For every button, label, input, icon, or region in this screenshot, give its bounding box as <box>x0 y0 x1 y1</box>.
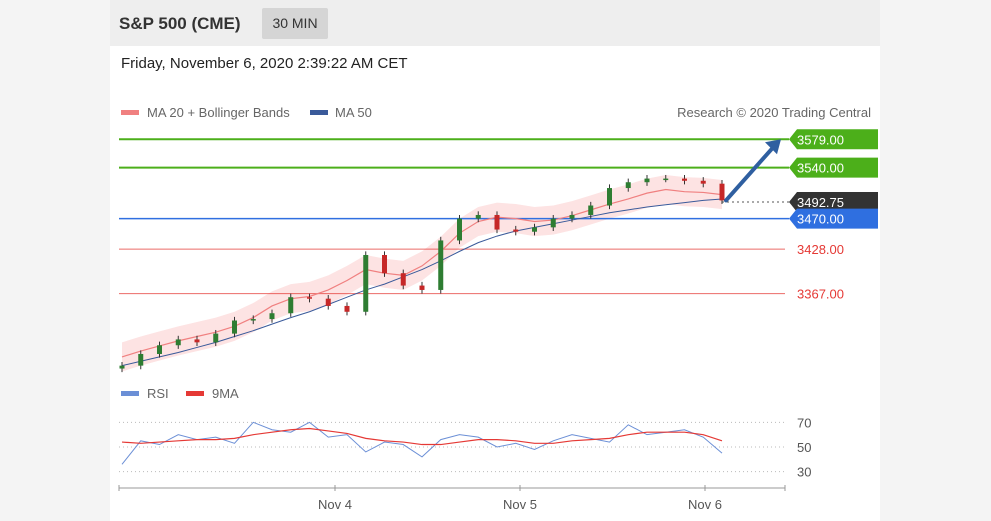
rsi-line <box>121 421 723 465</box>
candle <box>532 227 537 232</box>
rsi-legend-swatch <box>121 391 139 396</box>
x-axis-ticks: Nov 4 Nov 5 Nov 6 <box>318 485 722 512</box>
candle <box>588 205 594 215</box>
pivot-label: 3367.00 <box>797 287 844 302</box>
candle <box>194 339 200 343</box>
candle <box>363 255 369 312</box>
candle <box>250 319 256 321</box>
candle <box>232 320 237 334</box>
candle <box>569 214 575 219</box>
interval-button[interactable]: 30 MIN <box>262 8 328 39</box>
candle <box>457 218 462 241</box>
chart-panel <box>110 0 880 521</box>
candle <box>213 333 219 343</box>
rsi-tick-label: 70 <box>797 415 811 430</box>
candle <box>475 214 481 219</box>
rsi-tick-label: 30 <box>797 465 811 480</box>
candle <box>494 214 500 230</box>
x-tick-label: Nov 4 <box>318 497 352 512</box>
last-price-tag <box>789 192 878 213</box>
resistance-tag-label: 3579.00 <box>797 132 844 147</box>
ma50-legend-label: MA 50 <box>335 105 372 120</box>
copyright-label: Research © 2020 Trading Central <box>677 105 871 120</box>
rsi-tick-label: 50 <box>797 440 811 455</box>
last-price-label: 3492.75 <box>797 195 844 210</box>
rsi-legend-label: RSI <box>147 386 169 401</box>
candle <box>682 178 687 181</box>
x-tick-label: Nov 6 <box>688 497 722 512</box>
candle <box>119 365 125 369</box>
candle <box>625 182 631 189</box>
ma50-line <box>121 198 723 367</box>
candle <box>157 345 162 354</box>
header-bar <box>110 0 880 46</box>
bollinger-band <box>122 174 722 372</box>
support-tag-label: 3470.00 <box>797 212 844 227</box>
forecast-arrow <box>724 143 777 203</box>
candle <box>138 353 144 366</box>
ma20-line <box>121 188 723 358</box>
pivot-label: 3428.00 <box>797 242 844 257</box>
resistance-tag-label: 3540.00 <box>797 161 844 176</box>
forecast-arrow-head <box>765 139 781 155</box>
candle <box>288 297 294 314</box>
ma50-legend-swatch <box>310 110 328 115</box>
candle <box>325 298 331 306</box>
resistance-tag <box>789 129 878 150</box>
candle <box>307 297 312 299</box>
candle <box>607 188 612 206</box>
candle <box>175 339 181 346</box>
resistance-tag <box>789 157 878 178</box>
rsi-ma-line <box>121 427 723 446</box>
candle <box>400 273 406 286</box>
candle <box>550 218 556 228</box>
instrument-title: S&P 500 (CME) <box>119 14 241 33</box>
candle <box>700 180 706 184</box>
rsi-ma-legend-label: 9MA <box>212 386 239 401</box>
x-tick-label: Nov 5 <box>503 497 537 512</box>
candle <box>663 178 669 181</box>
rsi-chart: 70 50 30 <box>119 415 811 480</box>
candle <box>269 313 275 320</box>
candle <box>344 305 350 312</box>
timestamp: Friday, November 6, 2020 2:39:22 AM CET <box>121 55 408 72</box>
ma20-legend-label: MA 20 + Bollinger Bands <box>147 105 290 120</box>
candle <box>419 285 425 290</box>
support-tag <box>789 208 878 229</box>
ma20-legend-swatch <box>121 110 139 115</box>
candle <box>513 229 519 232</box>
price-chart: 3579.00 3540.00 3492.75 3470.00 3428.00 3367.… <box>119 129 878 373</box>
candle <box>382 255 387 274</box>
candle <box>644 178 650 183</box>
candle <box>438 240 444 290</box>
rsi-ma-legend-swatch <box>186 391 204 396</box>
candle <box>719 183 725 201</box>
